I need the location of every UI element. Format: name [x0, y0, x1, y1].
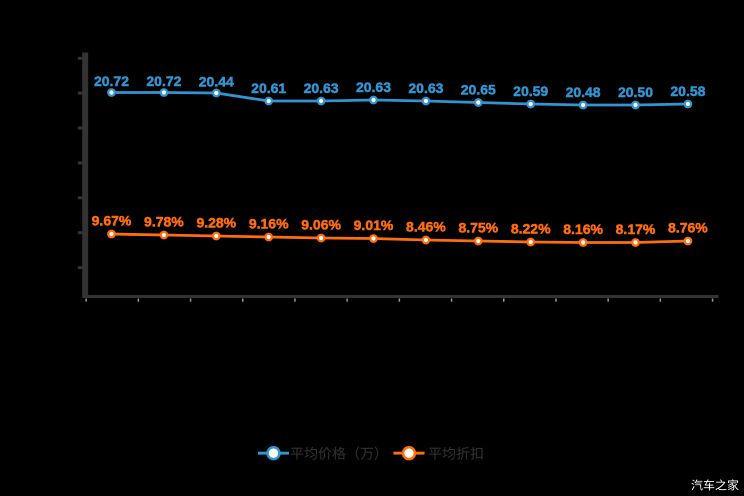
svg-text:8.75%: 8.75% [458, 220, 498, 236]
svg-text:20.63: 20.63 [304, 80, 339, 96]
svg-text:8.17%: 8.17% [616, 221, 656, 237]
svg-text:20.72: 20.72 [146, 73, 181, 89]
svg-text:9.28%: 9.28% [196, 215, 236, 231]
svg-text:8.46%: 8.46% [406, 219, 446, 235]
svg-text:20.58: 20.58 [670, 83, 705, 99]
svg-text:8.22%: 8.22% [511, 221, 551, 237]
svg-text:20.63: 20.63 [356, 79, 391, 95]
svg-text:9.16%: 9.16% [249, 216, 289, 232]
svg-text:20.72: 20.72 [94, 73, 129, 89]
svg-text:20.44: 20.44 [199, 74, 234, 90]
svg-text:9.67%: 9.67% [92, 213, 132, 229]
svg-text:9.78%: 9.78% [144, 214, 184, 230]
svg-text:20.59: 20.59 [513, 83, 548, 99]
svg-text:20.50: 20.50 [618, 84, 653, 100]
svg-text:20.48: 20.48 [566, 84, 601, 100]
svg-text:8.16%: 8.16% [563, 221, 603, 237]
svg-text:9.06%: 9.06% [301, 217, 341, 233]
svg-text:20.63: 20.63 [408, 80, 443, 96]
svg-text:20.65: 20.65 [461, 82, 496, 98]
svg-text:8.76%: 8.76% [668, 220, 708, 236]
svg-text:9.01%: 9.01% [354, 217, 394, 233]
svg-text:20.61: 20.61 [251, 80, 286, 96]
